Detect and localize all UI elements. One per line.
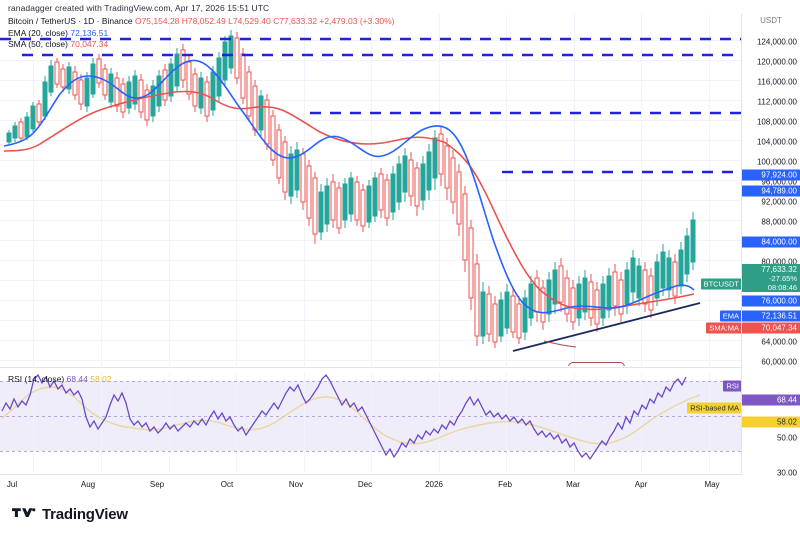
legend-open: 75,154.28 [141,16,180,26]
brand-text: TradingView [42,506,128,523]
support-line-label[interactable]: Support line [568,362,625,366]
time-tick-oct: Oct [220,480,234,489]
support-label-connector [543,340,577,348]
time-tick-aug: Aug [80,480,96,489]
legend-close: 77,633.32 [279,16,318,26]
price-axis-unit: USDT [760,16,782,25]
legend-symbol[interactable]: Bitcoin / TetherUS · 1D · Binance [8,16,133,26]
legend-ema-row[interactable]: EMA (20, close) 72,136.51 [8,28,395,40]
horizontal-levels [0,37,742,174]
price-tick-60000: 60,000.00 [761,357,797,367]
rsi-pane[interactable]: RSI RSI-based MA [0,373,742,473]
legend-ema-name: EMA (20, close) [8,27,68,38]
price-badge-84000: 84,000.00 [742,236,800,248]
price-badge-97924: 97,924.00 [742,169,800,181]
time-tick-sep: Sep [149,480,165,489]
time-tick-apr: Apr [634,480,648,489]
price-pane[interactable]: BTCUSDT EMA SMA:MA Support line [0,14,742,366]
rsi-legend-ma-value: 58.02 [90,374,112,384]
symbol-price-tag: BTCUSDT [700,278,742,290]
price-tick-96000: 96,000.00 [761,177,797,187]
price-badge-76000: 76,000.00 [742,295,800,307]
legend-symbol-row[interactable]: Bitcoin / TetherUS · 1D · Binance O75,15… [8,16,395,28]
rsi-ma-line [1,386,701,445]
legend-sma-row[interactable]: SMA (50, close) 70,047.34 [8,39,395,51]
rsi-tick-50: 50.00 [776,433,797,443]
rsi-tick-30: 30.00 [776,468,797,478]
rsi-badge-value: 68.44 [742,394,800,406]
rsi-ma-tag: RSI-based MA [687,402,742,414]
price-tick-64000: 64,000.00 [761,337,797,347]
last-price-change: -27.65% [769,274,797,283]
rsi-line [1,373,687,461]
sma-tag: SMA:MA [706,322,742,334]
rsi-chart-svg [0,373,742,473]
tradingview-logo-icon [12,507,36,517]
ema20-line [3,59,695,314]
legend-open-label: O [134,16,142,26]
ema-tag: EMA [719,310,742,322]
legend-sma-name: SMA (50, close) [8,39,68,49]
price-tick-120000: 120,000.00 [756,57,797,67]
time-tick-may: May [704,480,720,489]
legend-close-label: C [273,16,280,26]
time-tick-dec: Dec [357,480,373,489]
price-badge-last[interactable]: 77,633.32 -27.65% 08:08:46 [742,264,800,292]
price-pane-canvas: BTCUSDT EMA SMA:MA Support line [0,14,742,366]
tradingview-brand[interactable]: TradingView [12,506,128,523]
legend-high-label: H [181,16,188,26]
legend-low: 74,529.40 [232,16,271,26]
rsi-level-lines [0,381,742,452]
price-tick-124000: 124,000.00 [756,37,797,47]
rsi-tag: RSI [723,380,742,392]
price-tick-80000: 80,000.00 [761,257,797,267]
rsi-legend[interactable]: RSI (14, close) 68.44 58.02 [8,374,112,386]
price-tick-112000: 112,000.00 [757,97,797,107]
time-tick-jul: Jul [6,480,18,489]
attribution-text: ranadagger created with TradingView.com,… [8,3,270,13]
rsi-ma-badge-value: 58.02 [742,416,800,428]
time-tick-2026: 2026 [425,480,443,489]
time-tick-mar: Mar [566,480,580,489]
legend-change: +2,479.03 (+3.30%) [319,16,395,26]
rsi-legend-name: RSI (14, close) [8,374,65,384]
price-badge-ema: 72,136.51 [742,310,800,322]
support-trendline [512,302,701,352]
price-tick-108000: 108,000.00 [756,117,797,127]
chart-legend: Bitcoin / TetherUS · 1D · Binance O75,15… [8,16,395,51]
last-price-value: 77,633.32 [761,265,797,274]
price-chart-svg [0,14,742,366]
rsi-legend-row[interactable]: RSI (14, close) 68.44 58.02 [8,374,112,386]
price-axis[interactable]: USDT 124,000.00 120,000.00 116,000.00 11… [741,14,800,478]
price-badge-sma: 70,047.34 [742,322,800,334]
time-tick-nov: Nov [288,480,304,489]
legend-low-label: L [228,16,233,26]
legend-high: 78,052.49 [187,16,226,26]
price-tick-116000: 116,000.00 [757,77,797,87]
price-tick-92000: 92,000.00 [761,197,797,207]
sma50-line [3,90,695,311]
pane-separator[interactable] [0,367,800,368]
time-tick-feb: Feb [498,480,512,489]
price-tick-100000: 100,000.00 [756,157,797,167]
time-axis[interactable]: Jul Aug Sep Oct Nov Dec 2026 Feb Mar Apr… [0,474,742,495]
rsi-legend-value: 68.44 [66,374,88,384]
countdown-timer: 08:08:46 [767,283,797,292]
price-tick-104000: 104,000.00 [756,137,797,147]
legend-ema-value: 72,136.51 [70,27,109,38]
footer: TradingView [0,494,800,541]
price-tick-88000: 88,000.00 [761,217,797,227]
rsi-pane-canvas: RSI RSI-based MA [0,373,742,473]
legend-sma-value: 70,047.34 [70,39,109,49]
price-badge-94789: 94,789.00 [742,185,800,197]
